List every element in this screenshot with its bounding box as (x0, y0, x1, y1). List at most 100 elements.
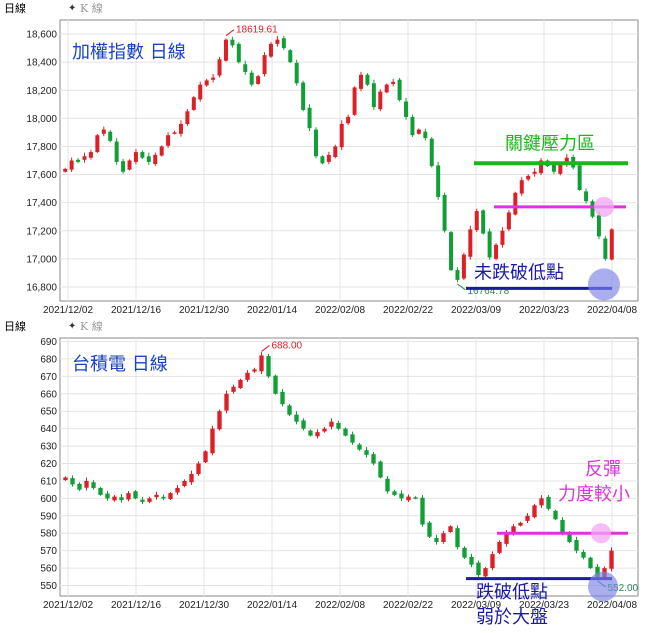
candle-body (343, 428, 348, 436)
candle-body (371, 83, 376, 108)
candle-body (105, 493, 110, 499)
breakdown-marker (588, 571, 618, 602)
candle-body (487, 231, 492, 258)
panel-title: 日線 (4, 2, 26, 15)
x-tick-label: 2022/02/08 (315, 305, 365, 316)
x-tick-label: 2021/12/16 (111, 600, 161, 611)
y-tick-label: 680 (40, 354, 57, 365)
candle-body (252, 369, 257, 372)
candle-body (63, 168, 68, 172)
candle-body (513, 192, 518, 215)
candle-body (154, 494, 159, 498)
y-tick-label: 650 (40, 407, 57, 418)
candle-body (88, 152, 93, 158)
candle-body (350, 434, 355, 443)
candle-body (98, 487, 103, 495)
candle-body (596, 215, 601, 237)
candle-body (504, 533, 509, 544)
x-tick-label: 2022/02/22 (383, 600, 433, 611)
candle-body (262, 55, 267, 75)
candle-body (121, 161, 126, 172)
candle-body (172, 132, 177, 134)
candle-body (153, 154, 158, 165)
breakdown-label: 跌破低點 (476, 582, 548, 603)
support-label: 未跌破低點 (474, 262, 564, 283)
chart-title: 台積電 日線 (72, 354, 168, 375)
candle-body (224, 393, 229, 411)
candle-body (210, 428, 215, 454)
y-tick-label: 690 (40, 337, 57, 348)
candle-body (266, 356, 271, 377)
candle-body (558, 163, 563, 174)
candle-body (420, 497, 425, 525)
candle-body (245, 372, 250, 380)
x-tick-label: 2022/02/08 (315, 600, 365, 611)
kline-toggle[interactable]: K 線 (80, 320, 103, 333)
candle-body (243, 64, 248, 72)
candle-body (182, 480, 187, 486)
candle-body (434, 538, 439, 542)
y-tick-label: 610 (40, 476, 57, 487)
low-value-label: 16764.78 (467, 286, 509, 297)
y-tick-label: 630 (40, 442, 57, 453)
x-tick-label: 2021/12/16 (111, 305, 161, 316)
candlestick-icon[interactable]: ✦ (68, 3, 77, 14)
candle-body (196, 463, 201, 474)
candle-body (114, 141, 119, 162)
candle-body (336, 422, 341, 429)
taiex-candlestick-chart: 18,600 18,400 18,200 18,000 17,800 17,600 17,4… (26, 19, 639, 316)
candle-body (159, 146, 164, 156)
candle-body (359, 74, 363, 89)
candle-body (329, 421, 334, 427)
y-tick-label: 590 (40, 511, 57, 522)
candle-body (609, 550, 614, 569)
candle-body (404, 101, 409, 117)
plot-area (59, 337, 639, 597)
candle-body (436, 165, 441, 198)
candle-body (494, 244, 499, 259)
candle-body (82, 156, 87, 160)
candle-body (560, 519, 565, 534)
low-value-label: 552.00 (608, 583, 639, 594)
kline-toggle[interactable]: K 線 (80, 2, 103, 15)
candle-body (84, 480, 89, 488)
candle-body (198, 84, 203, 100)
candle-body (481, 210, 486, 234)
candle-body (497, 541, 502, 553)
candle-body (217, 59, 222, 76)
candle-body (133, 491, 138, 499)
candle-body (378, 91, 383, 110)
candle-body (119, 497, 124, 501)
tsmc-chart-panel: 日線 ✦ K 線 690 680 670 660 650 640 630 620 610 600 5… (0, 318, 656, 633)
candle-body (249, 72, 254, 85)
candle-body (397, 79, 402, 101)
candle-body (357, 444, 362, 450)
x-tick-label: 2021/12/30 (179, 600, 229, 611)
candle-body (577, 165, 582, 191)
candlestick-icon[interactable]: ✦ (68, 321, 77, 332)
candle-body (326, 154, 331, 162)
x-tick-label: 2022/01/14 (247, 600, 297, 611)
y-tick-label: 640 (40, 424, 57, 435)
candle-body (333, 146, 338, 157)
candle-body (442, 194, 447, 231)
candle-body (147, 498, 152, 502)
candle-body (146, 156, 151, 162)
candle-body (281, 38, 286, 49)
y-tick-label: 17,400 (26, 198, 57, 209)
candle-body (410, 116, 415, 136)
chart-title: 加權指數 日線 (72, 42, 186, 63)
candle-body (364, 450, 369, 455)
candle-body (384, 84, 389, 93)
y-tick-label: 17,600 (26, 170, 57, 181)
candle-body (500, 230, 505, 245)
weaker-than-market-label: 弱於大盤 (476, 607, 548, 628)
candle-body (385, 478, 390, 492)
candle-body (223, 39, 228, 61)
candle-body (322, 428, 327, 432)
y-tick-label: 18,000 (26, 114, 57, 125)
candle-body (506, 212, 511, 230)
candle-body (511, 526, 516, 534)
y-tick-label: 620 (40, 459, 57, 470)
candle-body (268, 43, 273, 57)
